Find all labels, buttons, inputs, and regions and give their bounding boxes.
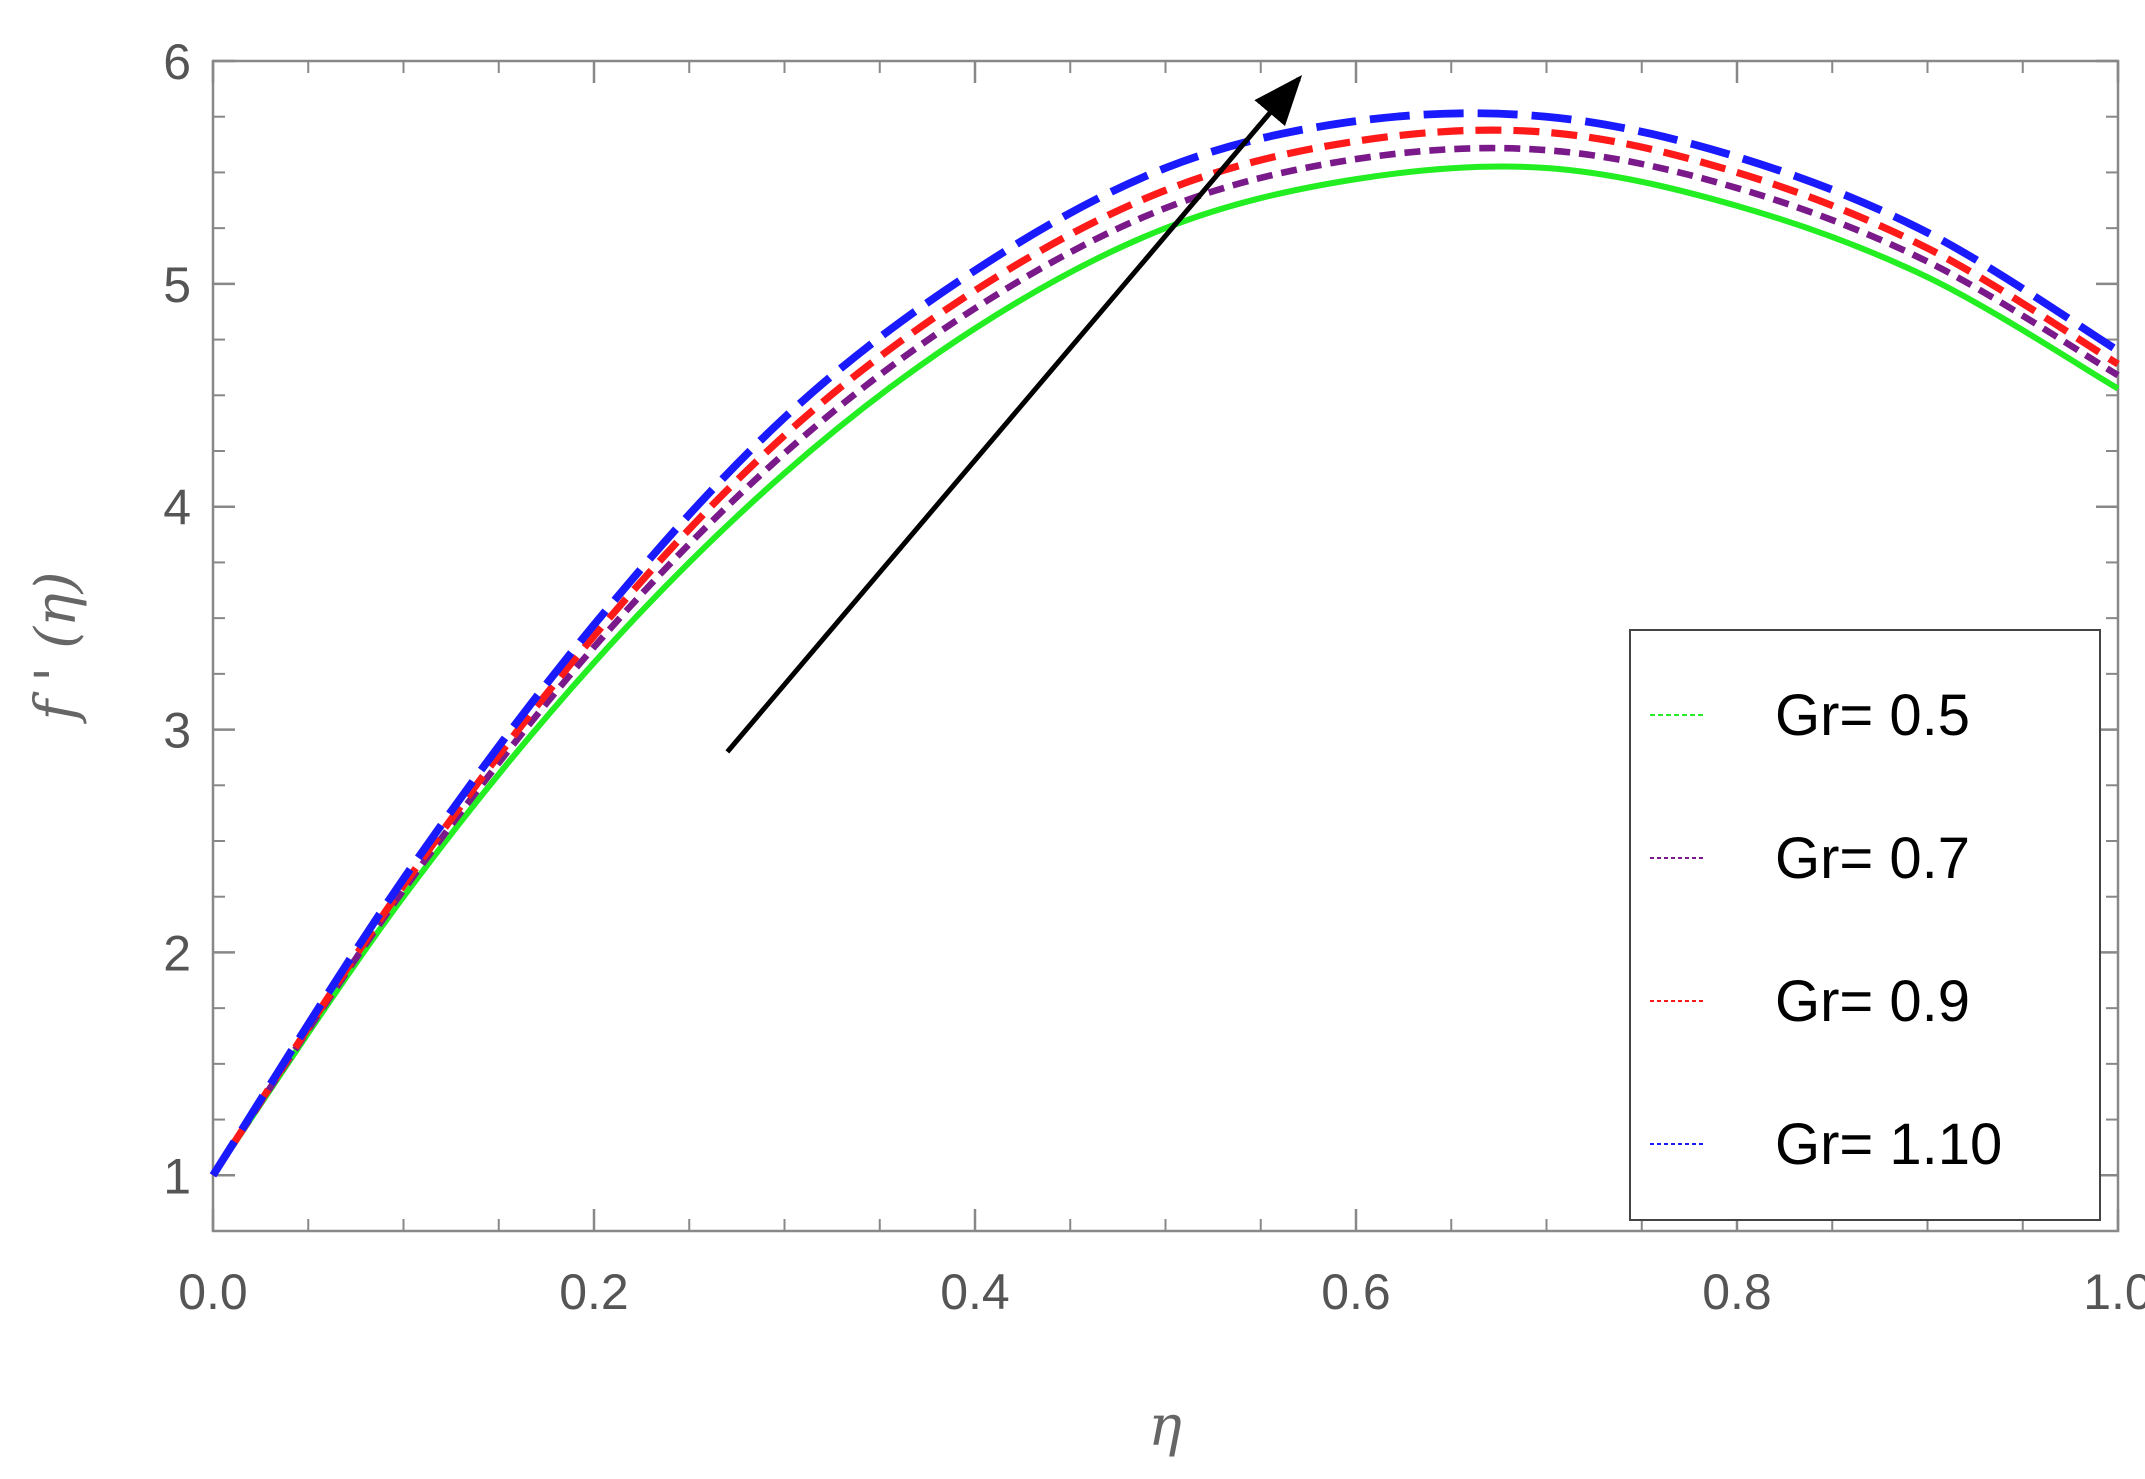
y-axis-label: f ' (η) (24, 572, 89, 725)
annotation-layer (725, 75, 1303, 754)
x-axis-label: η (1148, 1394, 1182, 1459)
x-tick-label: 0.0 (178, 1264, 248, 1320)
x-tick-label: 1.0 (2083, 1264, 2145, 1320)
series-line-2 (210, 144, 2120, 1178)
y-tick-label: 2 (163, 925, 191, 981)
series-line-1 (210, 163, 2120, 1177)
series-layer (209, 109, 2121, 1178)
y-tick-label: 3 (163, 703, 191, 759)
axis-ticks: 0.0 0.2 0.4 0.6 0.8 1.0 1 2 3 4 5 6 (163, 34, 2145, 1320)
legend-label: Gr= 1.10 (1775, 1112, 2002, 1177)
legend-label: Gr= 0.7 (1775, 826, 1970, 891)
series-line-4 (209, 109, 2121, 1178)
y-tick-label: 5 (163, 257, 191, 313)
legend: Gr= 0.5 Gr= 0.7 Gr= 0.9 Gr= 1.10 (1629, 629, 2101, 1221)
x-tick-label: 0.8 (1702, 1264, 1772, 1320)
y-tick-label: 6 (163, 34, 191, 90)
y-tick-label: 1 (163, 1148, 191, 1204)
legend-label: Gr= 0.5 (1775, 683, 1970, 748)
series-line-3 (209, 126, 2120, 1178)
legend-box (1629, 629, 2101, 1221)
x-tick-label: 0.4 (940, 1264, 1010, 1320)
trend-arrow (725, 75, 1303, 754)
x-tick-label: 0.6 (1321, 1264, 1391, 1320)
y-tick-label: 4 (163, 480, 191, 536)
x-tick-label: 0.2 (559, 1264, 629, 1320)
legend-label: Gr= 0.9 (1775, 969, 1970, 1034)
